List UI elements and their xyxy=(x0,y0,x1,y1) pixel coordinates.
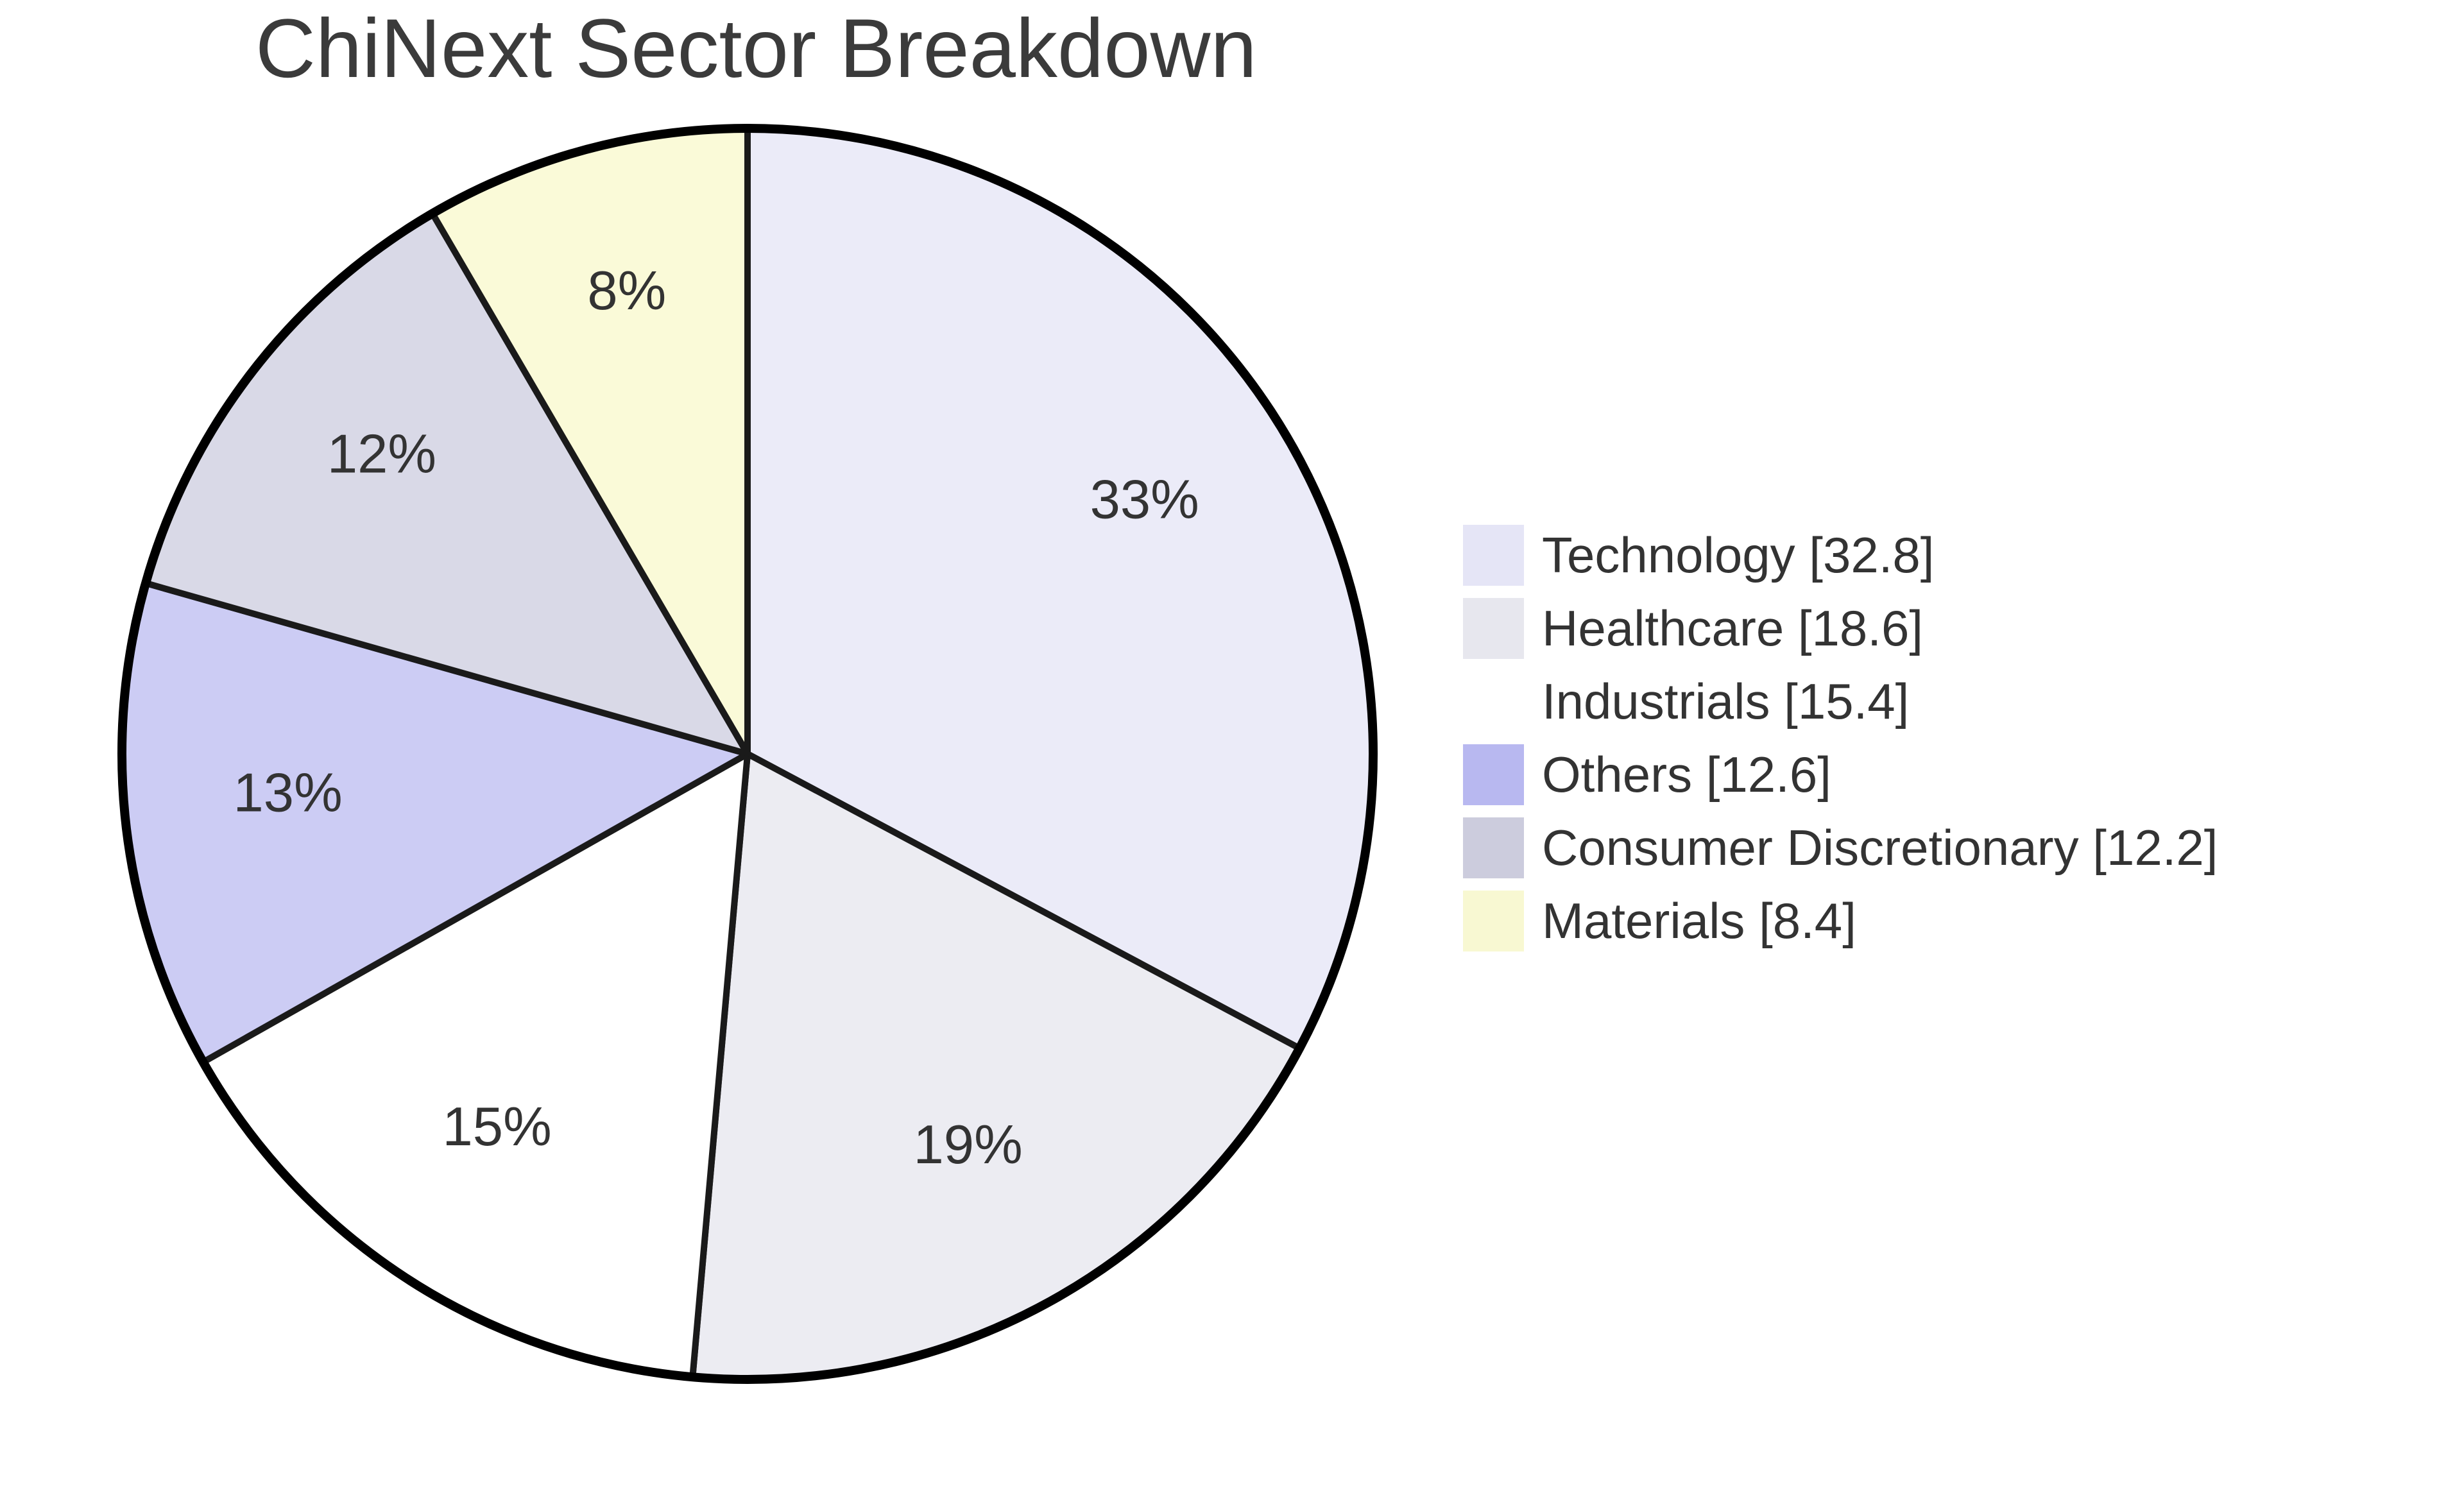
legend-swatch-others xyxy=(1463,744,1524,805)
chart-title: ChiNext Sector Breakdown xyxy=(255,1,1257,95)
pie-percent-label-consumer-discretionary: 12% xyxy=(327,423,436,484)
legend-label-others: Others [12.6] xyxy=(1542,746,1831,803)
legend-item-materials: Materials [8.4] xyxy=(1463,891,2218,951)
legend-item-technology: Technology [32.8] xyxy=(1463,525,2218,586)
legend-label-technology: Technology [32.8] xyxy=(1542,527,1935,583)
pie-percent-label-technology: 33% xyxy=(1090,469,1199,530)
legend-swatch-consumer-discretionary xyxy=(1463,817,1524,878)
legend-swatch-industrials xyxy=(1463,671,1524,732)
legend-swatch-materials xyxy=(1463,891,1524,951)
legend-swatch-technology xyxy=(1463,525,1524,586)
pie-percent-label-others: 13% xyxy=(234,762,343,823)
legend-item-healthcare: Healthcare [18.6] xyxy=(1463,598,2218,659)
legend-label-materials: Materials [8.4] xyxy=(1542,892,1856,949)
legend-label-industrials: Industrials [15.4] xyxy=(1542,673,1910,729)
legend-item-others: Others [12.6] xyxy=(1463,744,2218,805)
legend-label-healthcare: Healthcare [18.6] xyxy=(1542,600,1924,656)
legend: Technology [32.8] Healthcare [18.6] Indust… xyxy=(1463,525,2218,951)
legend-item-consumer-discretionary: Consumer Discretionary [12.2] xyxy=(1463,817,2218,878)
pie-outer-rim xyxy=(117,124,1378,1384)
legend-item-industrials: Industrials [15.4] xyxy=(1463,671,2218,732)
pie-percent-label-industrials: 15% xyxy=(443,1096,552,1157)
pie-percent-label-materials: 8% xyxy=(587,260,666,321)
legend-swatch-healthcare xyxy=(1463,598,1524,659)
pie-percent-label-healthcare: 19% xyxy=(914,1114,1023,1175)
legend-label-consumer-discretionary: Consumer Discretionary [12.2] xyxy=(1542,819,2218,876)
